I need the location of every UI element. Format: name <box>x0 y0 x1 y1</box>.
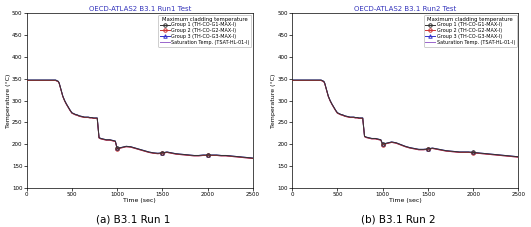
Title: OECD-ATLAS2 B3.1 Run1 Test: OECD-ATLAS2 B3.1 Run1 Test <box>89 5 191 12</box>
Y-axis label: Temperature (°C): Temperature (°C) <box>5 73 11 128</box>
Legend: Group 1 (TH-CO-G1-MAX-I), Group 2 (TH-CO-G2-MAX-I), Group 3 (TH-CO-G3-MAX-I), Sa: Group 1 (TH-CO-G1-MAX-I), Group 2 (TH-CO… <box>158 15 252 47</box>
X-axis label: Time (sec): Time (sec) <box>123 198 156 203</box>
Text: (a) B3.1 Run 1: (a) B3.1 Run 1 <box>96 215 170 225</box>
Legend: Group 1 (TH-CO-G1-MAX-I), Group 2 (TH-CO-G2-MAX-I), Group 3 (TH-CO-G3-MAX-I), Sa: Group 1 (TH-CO-G1-MAX-I), Group 2 (TH-CO… <box>424 15 517 47</box>
Text: (b) B3.1 Run 2: (b) B3.1 Run 2 <box>361 215 435 225</box>
X-axis label: Time (sec): Time (sec) <box>389 198 422 203</box>
Title: OECD-ATLAS2 B3.1 Run2 Test: OECD-ATLAS2 B3.1 Run2 Test <box>354 5 457 12</box>
Y-axis label: Temperature (°C): Temperature (°C) <box>271 73 276 128</box>
